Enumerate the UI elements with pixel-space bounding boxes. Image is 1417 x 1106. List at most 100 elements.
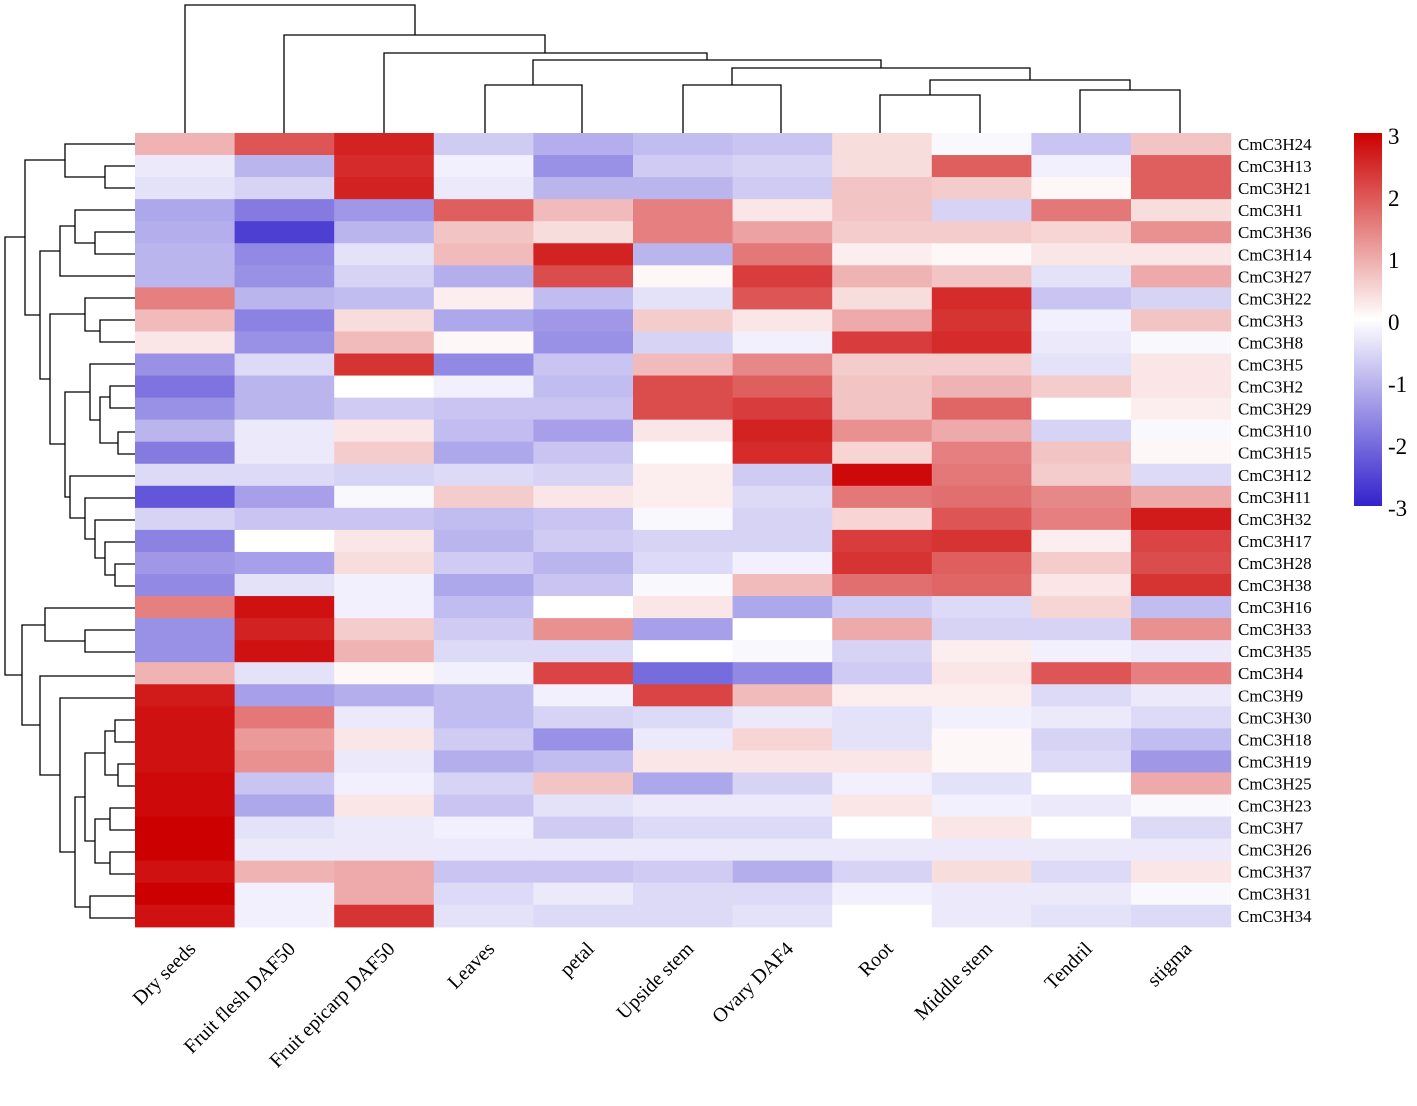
heatmap-cell bbox=[234, 838, 335, 862]
row-label: CmC3H27 bbox=[1238, 267, 1312, 286]
heatmap-cell bbox=[1131, 882, 1232, 906]
row-label: CmC3H17 bbox=[1238, 532, 1312, 551]
heatmap-cell bbox=[533, 133, 634, 156]
heatmap-cell bbox=[732, 816, 833, 840]
heatmap-cell bbox=[633, 265, 734, 288]
heatmap-cell bbox=[832, 397, 933, 421]
row-label: CmC3H4 bbox=[1238, 664, 1304, 683]
heatmap-cell bbox=[1131, 551, 1232, 575]
heatmap-cell bbox=[931, 551, 1032, 575]
heatmap-cell bbox=[1131, 265, 1232, 288]
heatmap-cell bbox=[633, 551, 734, 575]
heatmap-cell bbox=[533, 243, 634, 266]
heatmap-cell bbox=[1131, 331, 1232, 355]
heatmap-cell bbox=[931, 287, 1032, 310]
heatmap-cell bbox=[533, 684, 634, 707]
heatmap-cell bbox=[334, 596, 435, 619]
heatmap-cell bbox=[135, 750, 236, 774]
heatmap-cell bbox=[633, 331, 734, 355]
heatmap-cell bbox=[334, 243, 435, 266]
heatmap-cell bbox=[732, 684, 833, 707]
heatmap-cell bbox=[334, 133, 435, 156]
heatmap-cell bbox=[832, 574, 933, 597]
heatmap-cell bbox=[533, 904, 634, 928]
heatmap-cell bbox=[633, 199, 734, 222]
heatmap-cell bbox=[433, 882, 534, 906]
heatmap-cell bbox=[135, 353, 236, 377]
heatmap-cell bbox=[433, 287, 534, 310]
heatmap-cell bbox=[433, 397, 534, 421]
heatmap-cell bbox=[334, 419, 435, 443]
heatmap-cell bbox=[1031, 838, 1132, 862]
row-label: CmC3H38 bbox=[1238, 576, 1312, 595]
heatmap-cell bbox=[135, 507, 236, 531]
heatmap-cell bbox=[433, 640, 534, 663]
heatmap-cell bbox=[1031, 485, 1132, 509]
heatmap-cell bbox=[1031, 750, 1132, 774]
heatmap-cell bbox=[1031, 243, 1132, 266]
heatmap-cell bbox=[931, 265, 1032, 288]
heatmap-cell bbox=[135, 574, 236, 597]
heatmap-cell bbox=[533, 309, 634, 333]
heatmap-cell bbox=[234, 419, 335, 443]
heatmap-cell bbox=[1131, 838, 1232, 862]
heatmap-cell bbox=[732, 640, 833, 663]
heatmap-cell bbox=[135, 904, 236, 928]
heatmap-cell bbox=[135, 397, 236, 421]
heatmap-cell bbox=[633, 794, 734, 818]
heatmap-cell bbox=[334, 177, 435, 200]
row-label: CmC3H11 bbox=[1238, 488, 1311, 507]
heatmap-cell bbox=[832, 728, 933, 751]
heatmap-cell bbox=[832, 684, 933, 707]
heatmap-cell bbox=[433, 662, 534, 685]
color-legend: 3 2 1 0 -1 -2 -3 bbox=[1354, 124, 1407, 521]
heatmap-cell bbox=[135, 177, 236, 200]
heatmap-cell bbox=[931, 838, 1032, 862]
heatmap-cell bbox=[234, 331, 335, 355]
heatmap-cell bbox=[135, 309, 236, 333]
heatmap-cell bbox=[1131, 177, 1232, 200]
heatmap-cell bbox=[234, 618, 335, 641]
heatmap-cell bbox=[334, 772, 435, 796]
heatmap-cell bbox=[832, 265, 933, 288]
heatmap-cell bbox=[931, 574, 1032, 597]
heatmap-cell bbox=[1031, 155, 1132, 178]
heatmap-cell bbox=[931, 199, 1032, 222]
heatmap-cell bbox=[931, 331, 1032, 355]
heatmap-cell bbox=[633, 177, 734, 200]
heatmap-cell bbox=[832, 882, 933, 906]
heatmap-cell bbox=[832, 155, 933, 178]
heatmap-cell bbox=[433, 750, 534, 774]
heatmap-cell bbox=[533, 287, 634, 310]
heatmap-cells bbox=[135, 133, 1232, 928]
heatmap-cell bbox=[832, 331, 933, 355]
legend-tick-1: 1 bbox=[1388, 248, 1400, 273]
heatmap-cell bbox=[1031, 397, 1132, 421]
heatmap-cell bbox=[832, 133, 933, 156]
heatmap-cell bbox=[1131, 221, 1232, 244]
row-label: CmC3H24 bbox=[1238, 135, 1312, 154]
row-label: CmC3H36 bbox=[1238, 223, 1312, 242]
legend-tick-neg3: -3 bbox=[1388, 496, 1407, 521]
heatmap-cell bbox=[732, 596, 833, 619]
row-label: CmC3H34 bbox=[1238, 907, 1312, 926]
heatmap-cell bbox=[234, 728, 335, 751]
heatmap-cell bbox=[732, 177, 833, 200]
legend-tick-2: 2 bbox=[1388, 186, 1400, 211]
heatmap-cell bbox=[1031, 640, 1132, 663]
heatmap-cell bbox=[1131, 243, 1232, 266]
heatmap-cell bbox=[1131, 904, 1232, 928]
heatmap-cell bbox=[433, 463, 534, 487]
heatmap-cell bbox=[433, 728, 534, 751]
column-label: petal bbox=[556, 938, 599, 981]
heatmap-cell bbox=[732, 199, 833, 222]
heatmap-cell bbox=[234, 596, 335, 619]
row-label: CmC3H10 bbox=[1238, 422, 1312, 441]
heatmap-cell bbox=[234, 772, 335, 796]
heatmap-cell bbox=[234, 243, 335, 266]
heatmap-cell bbox=[931, 221, 1032, 244]
heatmap-cell bbox=[433, 199, 534, 222]
heatmap-cell bbox=[1131, 375, 1232, 399]
row-label: CmC3H35 bbox=[1238, 642, 1312, 661]
